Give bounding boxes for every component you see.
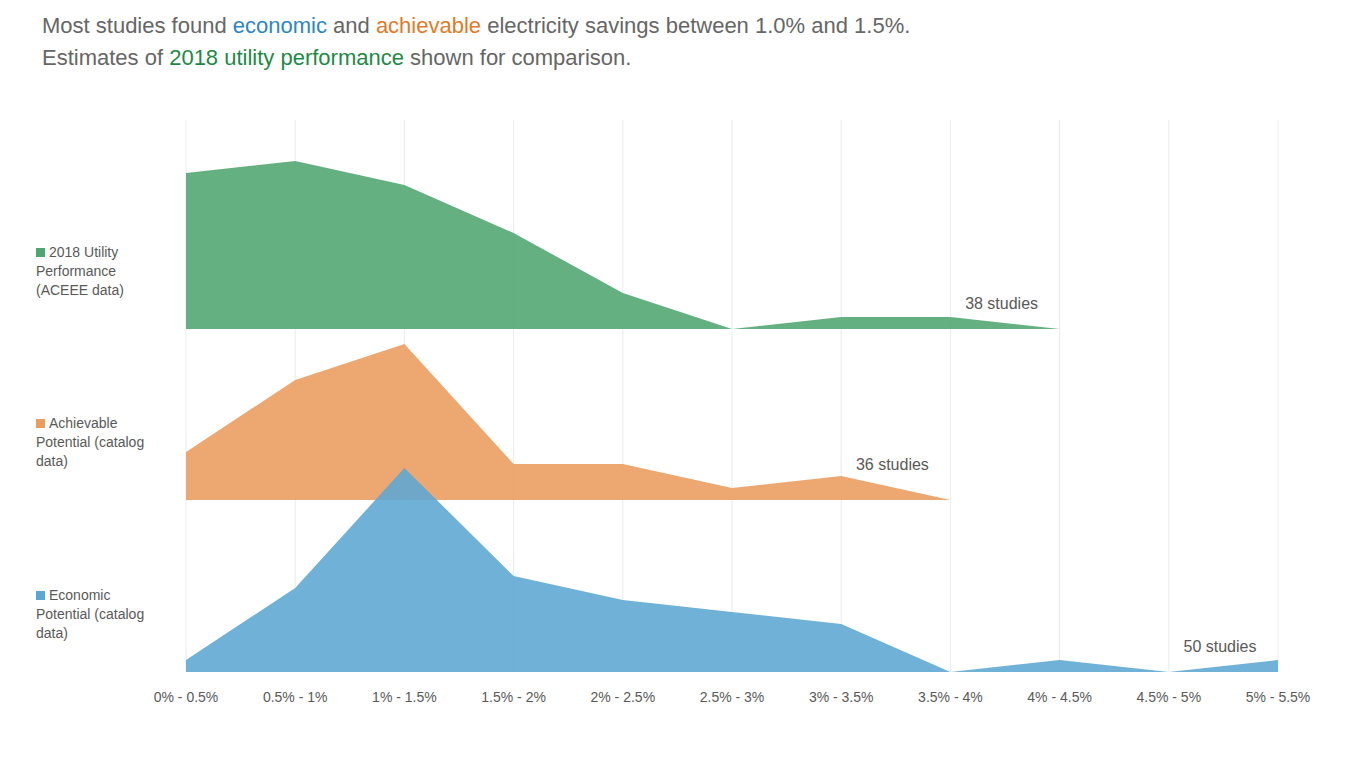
grid-line xyxy=(1168,120,1169,672)
legend-swatch xyxy=(36,419,45,428)
tick-label: 2% - 2.5% xyxy=(591,689,656,705)
subtitle-part: shown for comparison. xyxy=(404,45,631,70)
tick-label: 4.5% - 5% xyxy=(1137,689,1202,705)
legend-text: Economic Potential (catalog data) xyxy=(36,587,144,641)
subtitle-line: Estimates of 2018 utility performance sh… xyxy=(42,42,910,74)
tick-label: 1.5% - 2% xyxy=(481,689,546,705)
grid xyxy=(186,120,1278,672)
series-area-group xyxy=(186,161,1060,329)
title-part: electricity savings between 1.0% and 1.5… xyxy=(481,13,910,38)
x-axis: 0% - 0.5% 0.5% - 1% 1% - 1.5% 1.5% - 2% 2% -… xyxy=(154,689,1311,705)
tick-label: 0.5% - 1% xyxy=(263,689,328,705)
annotation: 50 studies xyxy=(1184,638,1257,655)
grid-line xyxy=(622,120,623,672)
annotation: 38 studies xyxy=(965,295,1038,312)
legend-text: Achievable Potential (catalog data) xyxy=(36,415,144,469)
title-part: economic xyxy=(233,13,327,38)
annotation: 36 studies xyxy=(856,456,929,473)
tick-label: 3.5% - 4% xyxy=(918,689,983,705)
series-area-group xyxy=(186,344,950,500)
title-part: Most studies found xyxy=(42,13,233,38)
tick-label: 2.5% - 3% xyxy=(700,689,765,705)
tick-label: 1% - 1.5% xyxy=(372,689,437,705)
title-block: Most studies found economic and achievab… xyxy=(42,10,910,74)
area xyxy=(186,344,950,500)
title-part: and xyxy=(327,13,376,38)
series-label: 2018 Utility Performance (ACEEE data) xyxy=(36,243,161,300)
grid-line xyxy=(950,120,951,672)
title-part: achievable xyxy=(376,13,481,38)
grid-line xyxy=(1059,120,1060,672)
series-area-group xyxy=(186,468,1278,672)
title-line: Most studies found economic and achievab… xyxy=(42,10,910,42)
grid-line xyxy=(732,120,733,672)
tick-label: 3% - 3.5% xyxy=(809,689,874,705)
legend-swatch xyxy=(36,591,45,600)
tick-label: 5% - 5.5% xyxy=(1246,689,1311,705)
tick-label: 0% - 0.5% xyxy=(154,689,219,705)
area xyxy=(186,468,1278,672)
legend-swatch xyxy=(36,248,45,257)
subtitle-part: Estimates of xyxy=(42,45,169,70)
grid-line xyxy=(1278,120,1279,672)
grid-line xyxy=(841,120,842,672)
series-label: Achievable Potential (catalog data) xyxy=(36,414,161,471)
chart: 0% - 0.5% 0.5% - 1% 1% - 1.5% 1.5% - 2% 2% -… xyxy=(0,0,1350,759)
series-label: Economic Potential (catalog data) xyxy=(36,586,161,643)
area xyxy=(186,161,1060,329)
subtitle-part: 2018 utility performance xyxy=(169,45,404,70)
tick-label: 4% - 4.5% xyxy=(1027,689,1092,705)
legend-text: 2018 Utility Performance (ACEEE data) xyxy=(36,244,124,298)
